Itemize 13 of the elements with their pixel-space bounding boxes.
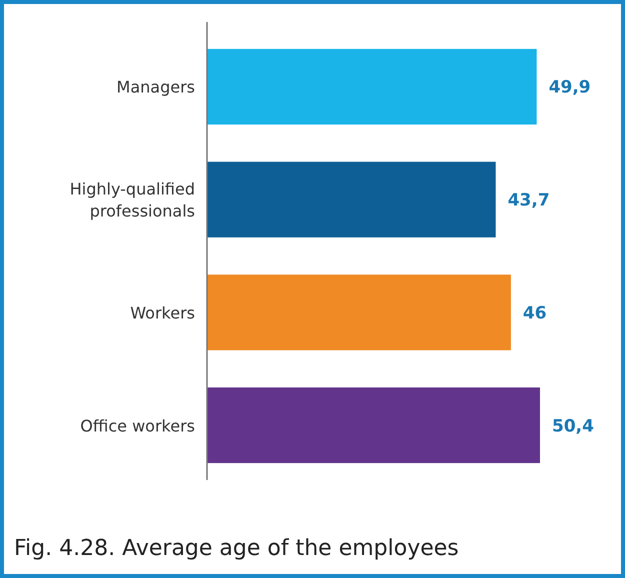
bar <box>207 274 511 350</box>
data-label: 49,9 <box>548 78 591 98</box>
y-tick-label: Managers <box>116 78 195 97</box>
bar <box>207 387 540 464</box>
bar <box>207 162 496 238</box>
data-label: 46 <box>522 303 547 324</box>
data-label: 50,4 <box>552 416 594 436</box>
y-tick-label: Highly-qualified professionals <box>70 180 195 221</box>
bar <box>207 48 537 125</box>
data-label: 43,7 <box>508 190 550 211</box>
caption: Fig. 4.28. Average age of the employees <box>14 536 459 561</box>
y-tick-label: Workers <box>130 303 195 322</box>
y-tick-label: Office workers <box>80 416 195 436</box>
